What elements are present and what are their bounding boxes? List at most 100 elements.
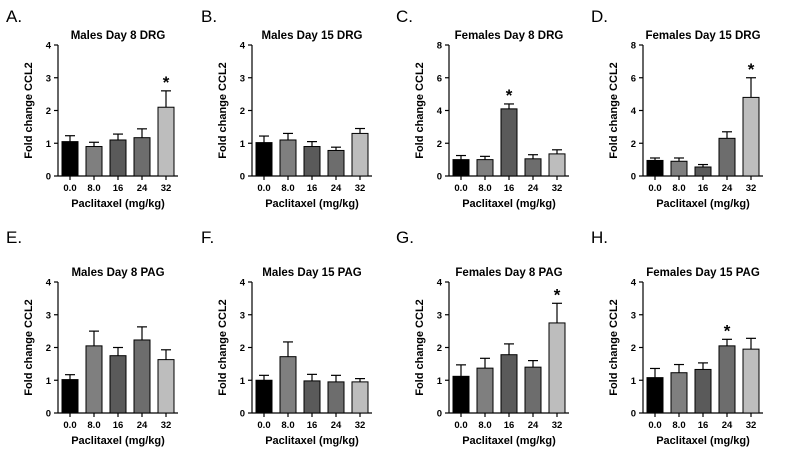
panel-letter: E. [6,228,22,247]
bar-0-0 [452,375,470,414]
bar-8-0 [279,356,297,414]
y-tick-label: 1 [46,139,52,150]
x-tick-label: 32 [552,183,563,194]
panel-letter: A. [6,7,22,26]
x-tick-label: 24 [331,183,342,194]
chart-title: Males Day 8 DRG [71,30,166,42]
y-tick-label: 0 [46,409,51,420]
x-tick-label: 8.0 [672,183,685,194]
y-tick-label: 2 [631,343,636,354]
x-axis-label: Paclitaxel (mg/kg) [71,198,165,210]
chart-title: Males Day 8 PAG [71,267,164,279]
chart-title: Females Day 15 PAG [646,267,760,279]
panel-letter: D. [591,7,608,26]
bar-16 [303,380,321,414]
chart-panel-6: F. Males Day 15 PAG 0 1 2 3 4 Fold change CCL2 0… [201,228,372,447]
x-tick-label: 16 [113,420,124,431]
y-tick-label: 0 [240,409,245,420]
x-tick-label: 24 [722,420,733,431]
y-tick-label: 4 [240,41,246,52]
x-tick-label: 16 [504,420,515,431]
x-axis-label: Paclitaxel (mg/kg) [656,198,750,210]
bar-24 [327,149,345,177]
x-tick-label: 16 [307,183,318,194]
significance-star: * [748,60,755,79]
bar-8-0 [670,372,688,414]
bar-24 [524,158,542,177]
y-axis-label: Fold change CCL2 [414,62,426,159]
chart-title: Males Day 15 PAG [262,267,362,279]
y-tick-label: 8 [437,41,442,52]
y-axis-label: Fold change CCL2 [217,299,229,396]
x-tick-label: 32 [161,183,172,194]
x-tick-label: 8.0 [87,420,100,431]
y-tick-label: 2 [240,343,245,354]
bar-8-0 [279,139,297,177]
bar-16 [694,368,712,414]
bar-8-0 [476,159,494,177]
x-tick-label: 0.0 [63,420,76,431]
bar-8-0 [476,367,494,414]
bar-0-0 [452,159,470,177]
x-axis-label: Paclitaxel (mg/kg) [265,435,359,447]
y-tick-label: 4 [46,278,52,289]
y-tick-label: 2 [46,106,51,117]
y-axis-label: Fold change CCL2 [23,299,35,396]
x-tick-label: 24 [528,420,539,431]
panel-letter: C. [396,7,413,26]
y-tick-label: 4 [437,106,443,117]
bar-8-0 [85,146,103,177]
bar-16 [109,139,127,177]
chart-panel-2: B. Males Day 15 DRG 0 1 2 3 4 Fold change CCL2 0… [201,7,372,210]
bar-16 [500,354,518,414]
bar-8-0 [670,160,688,177]
x-tick-label: 24 [722,183,733,194]
bar-0-0 [255,379,273,414]
x-tick-label: 32 [746,420,757,431]
y-tick-label: 3 [46,73,51,84]
y-tick-label: 1 [46,376,52,387]
x-tick-label: 0.0 [648,183,661,194]
y-tick-label: 1 [631,376,637,387]
y-tick-label: 3 [631,310,636,321]
chart-title: Females Day 8 PAG [455,267,562,279]
bar-16 [109,355,127,414]
x-tick-label: 32 [355,420,366,431]
y-tick-label: 0 [437,409,442,420]
x-tick-label: 24 [528,183,539,194]
y-tick-label: 4 [240,278,246,289]
y-tick-label: 3 [240,310,245,321]
y-axis-label: Fold change CCL2 [414,299,426,396]
y-axis-label: Fold change CCL2 [608,62,620,159]
bar-24 [133,137,151,177]
x-tick-label: 0.0 [257,183,270,194]
x-tick-label: 0.0 [454,420,467,431]
y-tick-label: 2 [46,343,51,354]
chart-panel-7: G. Females Day 8 PAG 0 1 2 3 4 Fold change CCL2… [396,228,569,447]
bar-0-0 [646,377,664,414]
bar-32 [548,322,566,414]
y-tick-label: 4 [631,278,637,289]
x-tick-label: 32 [746,183,757,194]
y-tick-label: 1 [437,376,443,387]
x-tick-label: 16 [698,420,709,431]
y-tick-label: 8 [631,41,636,52]
y-axis-label: Fold change CCL2 [217,62,229,159]
significance-star: * [163,73,170,92]
y-tick-label: 0 [46,172,51,183]
x-axis-label: Paclitaxel (mg/kg) [265,198,359,210]
bar-16 [500,108,518,177]
bar-16 [694,166,712,177]
x-axis-label: Paclitaxel (mg/kg) [656,435,750,447]
y-axis-label: Fold change CCL2 [608,299,620,396]
x-tick-label: 24 [331,420,342,431]
panel-letter: B. [201,7,217,26]
chart-title: Females Day 8 DRG [455,30,564,42]
y-tick-label: 1 [240,376,246,387]
bar-0-0 [61,379,79,414]
bar-0-0 [61,141,79,177]
chart-panel-8: H. Females Day 15 PAG 0 1 2 3 4 Fold change CCL… [591,228,763,447]
